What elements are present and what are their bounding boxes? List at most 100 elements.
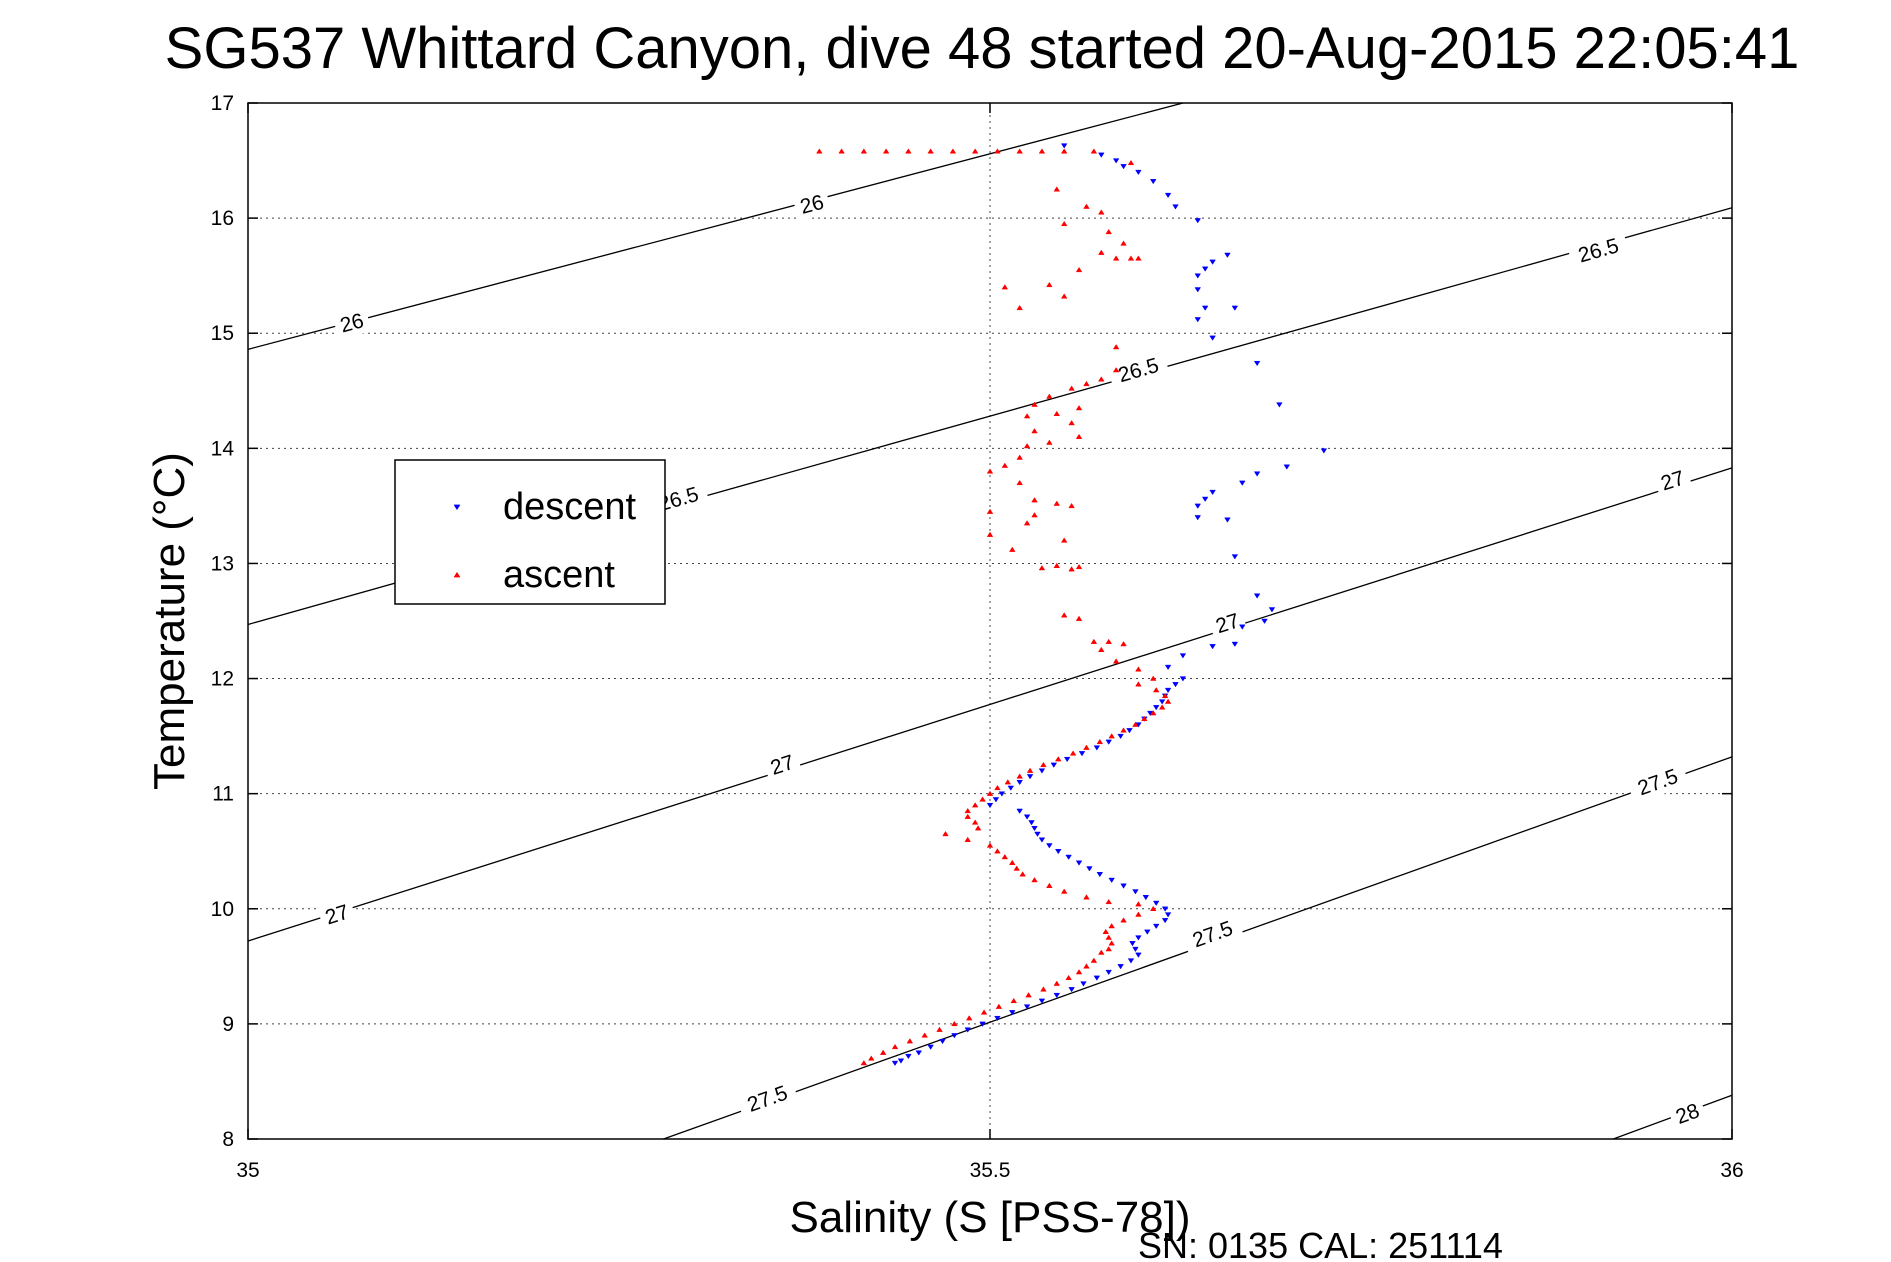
descent-point <box>1142 895 1150 901</box>
descent-point <box>1152 923 1160 930</box>
descent-point <box>1158 699 1166 705</box>
ascent-point <box>1060 148 1068 154</box>
ascent-point <box>1040 986 1047 992</box>
descent-point <box>1144 929 1151 935</box>
descent-point <box>1179 653 1187 659</box>
legend-marker-ascent <box>453 571 461 578</box>
ascent-point <box>949 148 957 154</box>
ascent-point <box>1135 666 1142 672</box>
contour-label-bg <box>1180 912 1245 957</box>
descent-point <box>1194 317 1202 323</box>
ascent-point <box>1135 681 1142 687</box>
descent-point <box>1075 860 1083 866</box>
descent-point <box>915 1050 923 1056</box>
series-ascent <box>816 148 1172 1066</box>
ascent-point <box>1164 698 1172 704</box>
ascent-point <box>921 1032 928 1038</box>
ascent-point <box>979 796 986 802</box>
serial-calibration-note: SN: 0135 CAL: 251114 <box>1138 1225 1503 1262</box>
ascent-point <box>1004 779 1012 785</box>
x-tick-label: 36 <box>1720 1159 1743 1182</box>
ascent-point <box>1075 969 1083 975</box>
descent-point <box>1239 624 1246 630</box>
ascent-point <box>1090 957 1098 963</box>
ascent-point <box>1016 304 1023 311</box>
descent-point <box>1023 1004 1031 1010</box>
descent-point <box>1209 644 1216 650</box>
ascent-point <box>879 1049 887 1055</box>
descent-point <box>1060 143 1068 149</box>
descent-point <box>1283 464 1291 470</box>
ascent-point <box>1053 562 1061 568</box>
descent-point <box>1096 872 1104 878</box>
ascent-point <box>1060 888 1068 894</box>
ascent-point <box>1083 203 1090 209</box>
legend-entry-descent: descent <box>503 486 637 528</box>
legend-marker-descent <box>453 504 461 511</box>
descent-point <box>1135 169 1142 176</box>
ascent-point <box>1112 658 1120 664</box>
descent-point <box>1149 179 1157 185</box>
y-tick-label: 17 <box>211 92 234 115</box>
ascent-point <box>1096 738 1104 745</box>
legend: descent ascent <box>394 459 666 605</box>
ascent-point <box>1009 859 1016 865</box>
ascent-point <box>1127 159 1135 166</box>
descent-point <box>1194 218 1202 224</box>
ascent-point <box>1083 380 1090 387</box>
ascent-point <box>1010 997 1017 1004</box>
ascent-point <box>1055 756 1062 762</box>
ascent-point <box>942 830 949 837</box>
ascent-point <box>906 1038 914 1044</box>
descent-point <box>1028 820 1035 826</box>
descent-point <box>1276 402 1283 408</box>
ascent-point <box>1098 646 1105 652</box>
y-axis-label: Temperature (°C) <box>145 452 194 790</box>
descent-point <box>1253 593 1261 599</box>
descent-point <box>1007 785 1015 791</box>
y-tick-label: 8 <box>222 1128 234 1151</box>
ascent-point <box>905 148 912 154</box>
descent-point <box>1112 158 1120 164</box>
descent-point <box>1038 998 1046 1004</box>
descent-point <box>1120 164 1127 170</box>
ascent-point <box>1025 992 1032 998</box>
ascent-point <box>1132 721 1139 727</box>
descent-point <box>1129 941 1136 947</box>
descent-point <box>1135 935 1142 941</box>
descent-point <box>1009 1010 1016 1016</box>
descent-point <box>1209 335 1216 341</box>
ascent-point <box>1108 940 1115 946</box>
ascent-point <box>1108 923 1115 929</box>
ascent-point <box>1013 865 1020 871</box>
ascent-point <box>1046 439 1053 445</box>
y-tick-label: 9 <box>222 1013 234 1036</box>
contour-label-bg <box>316 896 358 933</box>
ascent-point <box>1046 882 1053 888</box>
ascent-point <box>1023 520 1031 526</box>
ascent-point <box>1135 255 1142 261</box>
ascent-point <box>1060 612 1068 618</box>
y-tick-label: 12 <box>211 668 234 691</box>
ascent-point <box>1053 500 1061 506</box>
contour-label-bg <box>762 747 803 783</box>
ascent-point <box>816 148 823 154</box>
ascent-point <box>1083 963 1090 969</box>
ascent-point <box>1105 898 1112 905</box>
ascent-point <box>1031 428 1038 434</box>
descent-point <box>1031 825 1038 832</box>
ascent-point <box>1158 704 1166 710</box>
descent-point <box>1063 756 1071 763</box>
ascent-point <box>1046 281 1053 288</box>
ascent-point <box>1031 877 1038 883</box>
descent-point <box>1132 889 1139 895</box>
ascent-point <box>964 836 971 842</box>
y-tick-label: 16 <box>211 207 234 230</box>
ascent-point <box>1149 675 1157 681</box>
ascent-point <box>1031 401 1038 407</box>
ascent-point <box>1135 911 1142 917</box>
descent-point <box>1194 287 1202 293</box>
descent-point <box>1016 808 1023 814</box>
contour-label-bg <box>332 305 372 340</box>
